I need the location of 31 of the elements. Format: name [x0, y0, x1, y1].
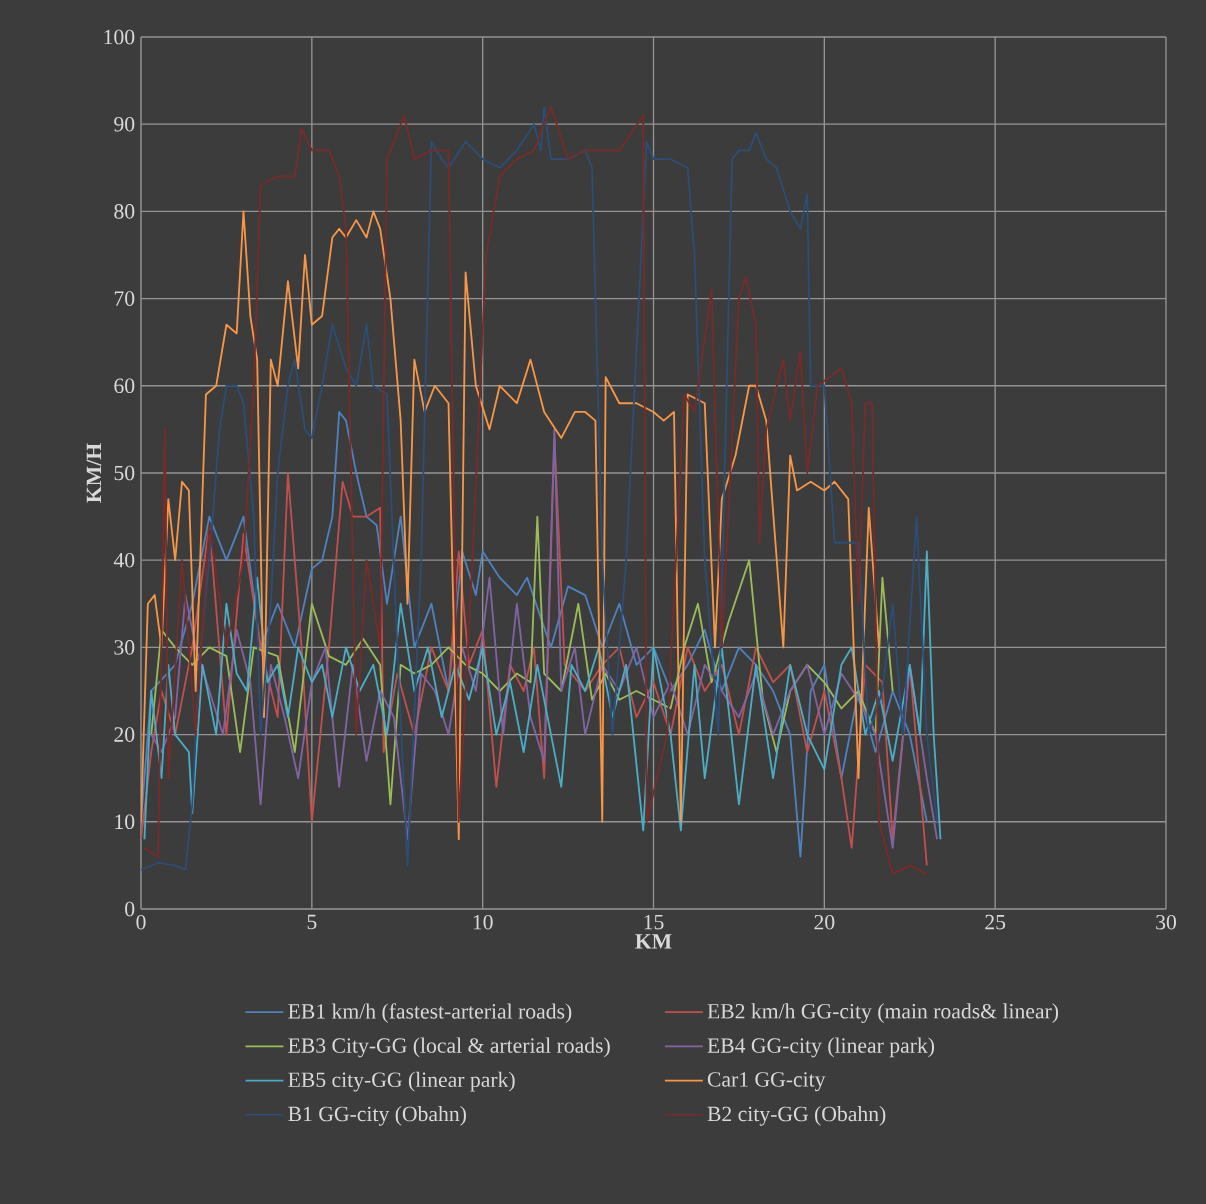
- legend-label: EB3 City-GG (local & arterial roads): [288, 1037, 610, 1058]
- x-tick-label: 10: [473, 914, 493, 930]
- x-tick-label: 0: [136, 914, 146, 930]
- y-tick-label: 90: [114, 116, 135, 132]
- x-tick-label: 30: [1156, 914, 1177, 930]
- y-tick-label: 10: [115, 814, 135, 830]
- legend-label: EB5 city-GG (linear park): [288, 1071, 515, 1092]
- line-series: [143, 550, 942, 841]
- y-axis-title: KM/H: [86, 443, 102, 503]
- y-tick-label: 50: [114, 465, 135, 481]
- legend-label: EB4 GG-city (linear park): [707, 1037, 935, 1058]
- line-series: [141, 210, 880, 841]
- line-series: [150, 515, 894, 806]
- legend-label: EB1 km/h (fastest-arterial roads): [288, 1003, 572, 1024]
- y-tick-label: 0: [125, 901, 135, 917]
- x-tick-label: 25: [985, 914, 1006, 930]
- x-axis-title: KM: [635, 934, 672, 949]
- legend-label: B1 GG-city (Obahn): [288, 1106, 466, 1126]
- legend-label: EB2 km/h GG-city (main roads& linear): [707, 1003, 1059, 1024]
- x-tick-label: 5: [307, 914, 317, 930]
- legend-label: B2 city-GG (Obahn): [707, 1106, 886, 1126]
- y-tick-label: 100: [104, 29, 135, 45]
- y-tick-label: 60: [114, 378, 135, 394]
- x-tick-label: 20: [814, 914, 835, 930]
- y-tick-label: 20: [114, 727, 135, 742]
- y-tick-label: 80: [114, 204, 135, 219]
- x-tick-label: 15: [644, 914, 664, 930]
- legend-label: Car1 GG-city: [707, 1072, 826, 1092]
- y-tick-label: 40: [113, 552, 135, 568]
- y-tick-label: 30: [114, 640, 135, 655]
- y-tick-label: 70: [114, 291, 135, 306]
